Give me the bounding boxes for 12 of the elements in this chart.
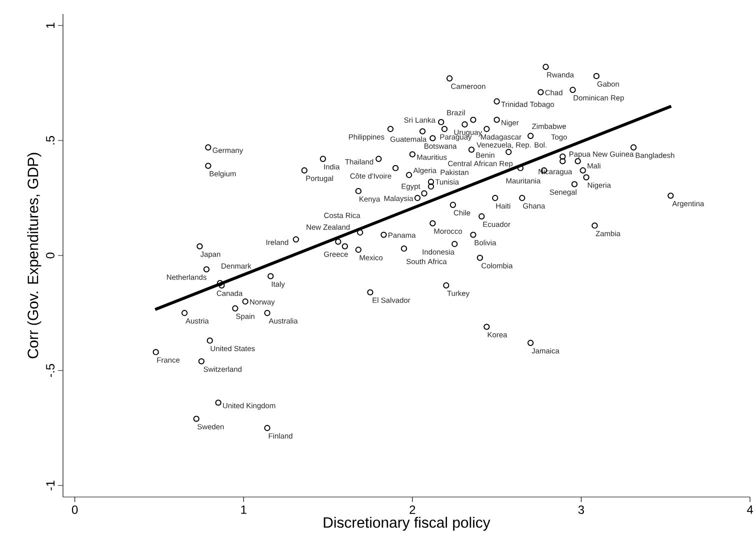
y-tick-label: 1 — [46, 22, 54, 28]
x-tick-label: 0 — [72, 506, 78, 514]
y-tick-label: -.5 — [46, 364, 54, 377]
y-tick-label: 0 — [46, 252, 54, 258]
x-axis-title: Discretionary fiscal policy — [324, 516, 490, 531]
y-axis-title: Corr (Gov. Expenditures, GDP) — [27, 152, 42, 358]
x-tick-label: 2 — [410, 506, 416, 514]
x-tick-label: 3 — [578, 506, 584, 514]
x-tick-label: 1 — [241, 506, 246, 514]
y-tick-label: -1 — [46, 480, 54, 490]
y-tick-label: .5 — [46, 136, 54, 144]
x-tick-label: 4 — [746, 506, 753, 514]
